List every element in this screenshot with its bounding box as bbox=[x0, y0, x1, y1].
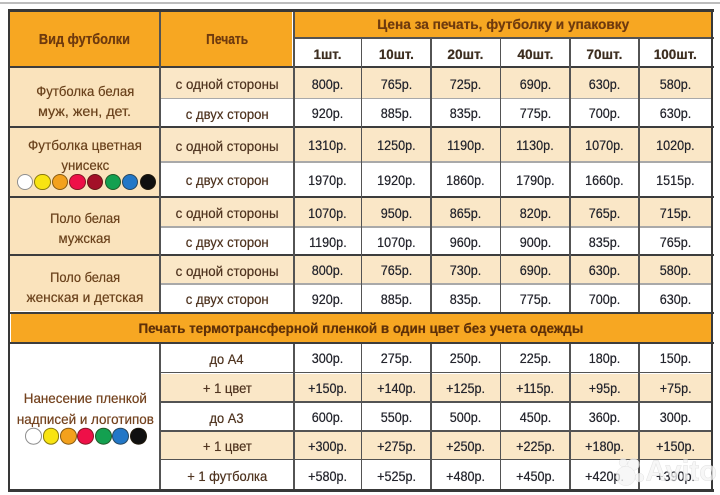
svg-text:Avito: Avito bbox=[646, 456, 717, 488]
